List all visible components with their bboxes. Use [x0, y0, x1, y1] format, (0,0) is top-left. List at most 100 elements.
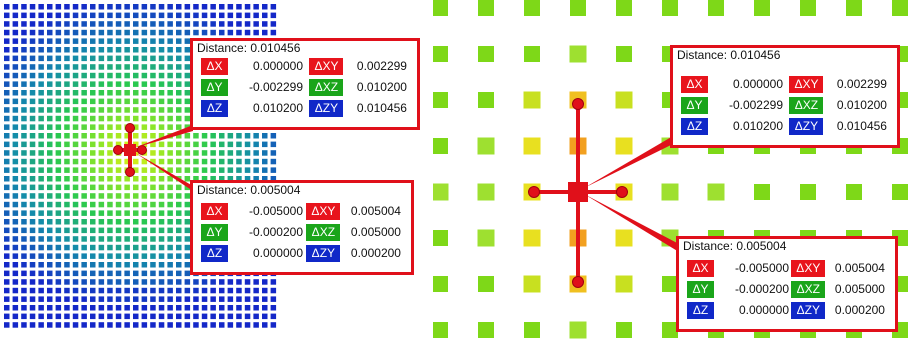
- point: [90, 270, 96, 277]
- point: [124, 227, 130, 234]
- point: [219, 133, 225, 139]
- point: [72, 141, 79, 148]
- point: [81, 150, 87, 156]
- delta-value: 0.005000: [834, 282, 885, 296]
- point: [4, 313, 10, 320]
- right-point-cloud-view[interactable]: Distance: 0.010456 ΔX 0.000000 ΔXY 0.002299…: [433, 0, 908, 339]
- point: [124, 296, 130, 302]
- point: [158, 4, 165, 10]
- point: [72, 133, 79, 139]
- point: [21, 4, 27, 10]
- point: [4, 38, 10, 44]
- point: [90, 29, 96, 36]
- point: [167, 176, 173, 182]
- point: [141, 81, 148, 87]
- point: [90, 322, 96, 328]
- point: [262, 305, 268, 311]
- point: [124, 313, 130, 320]
- marker-handle-right[interactable]: [137, 145, 147, 155]
- point: [12, 21, 19, 27]
- point: [107, 107, 113, 113]
- point: [201, 305, 208, 311]
- marker-handle-left[interactable]: [113, 145, 123, 155]
- point: [21, 21, 27, 27]
- point: [64, 219, 70, 225]
- point: [64, 38, 70, 44]
- point: [167, 124, 173, 130]
- point: [81, 201, 87, 208]
- point: [236, 29, 242, 36]
- point: [21, 47, 27, 53]
- marker-handle-right[interactable]: [616, 186, 628, 198]
- marker-handle-bottom[interactable]: [572, 276, 584, 288]
- distance-info-box-bottom: Distance: 0.005004 ΔX -0.005000 ΔXY 0.00500…: [190, 180, 414, 275]
- point: [72, 107, 79, 113]
- point: [47, 72, 53, 79]
- point: [55, 133, 62, 139]
- point: [64, 98, 70, 105]
- point: [4, 167, 10, 173]
- point: [193, 167, 199, 173]
- point: [158, 133, 165, 139]
- point: [219, 322, 225, 328]
- point: [98, 55, 105, 62]
- point: [167, 244, 173, 251]
- point: [81, 305, 87, 311]
- point: [47, 322, 53, 328]
- point: [72, 38, 79, 44]
- point: [141, 115, 148, 122]
- delta-label: ΔZ: [687, 302, 714, 319]
- point: [29, 262, 36, 268]
- point: [21, 270, 27, 277]
- marker-handle-top[interactable]: [572, 98, 584, 110]
- point: [124, 90, 130, 96]
- point: [107, 12, 113, 19]
- point: [29, 90, 36, 96]
- delta-value: 0.005004: [350, 204, 401, 218]
- point: [81, 29, 87, 36]
- point: [98, 124, 105, 130]
- point: [38, 253, 44, 259]
- point: [38, 322, 44, 328]
- point: [158, 72, 165, 79]
- delta-label: ΔXZ: [306, 224, 341, 241]
- point: [107, 38, 113, 44]
- delta-label: ΔZ: [201, 100, 228, 117]
- point: [115, 279, 122, 285]
- point: [55, 193, 62, 199]
- marker-handle-bottom[interactable]: [125, 167, 135, 177]
- point: [236, 296, 242, 302]
- point: [72, 29, 79, 36]
- marker-handle-left[interactable]: [528, 186, 540, 198]
- point: [12, 72, 19, 79]
- point: [176, 133, 182, 139]
- point: [150, 12, 156, 19]
- point: [176, 201, 182, 208]
- left-point-cloud-view[interactable]: Distance: 0.010456 ΔX 0.000000 ΔXY 0.002299…: [0, 0, 425, 339]
- point: [55, 124, 62, 130]
- point: [98, 279, 105, 285]
- point: [236, 150, 242, 156]
- point: [210, 313, 216, 320]
- point: [12, 4, 19, 10]
- point: [98, 72, 105, 79]
- point: [133, 4, 139, 10]
- delta-label: ΔY: [681, 97, 708, 114]
- point: [115, 107, 122, 113]
- point: [201, 12, 208, 19]
- point: [21, 133, 27, 139]
- point: [150, 38, 156, 44]
- marker-handle-top[interactable]: [125, 123, 135, 133]
- point: [98, 141, 105, 148]
- point: [12, 55, 19, 62]
- point: [236, 21, 242, 27]
- point: [193, 287, 199, 294]
- point: [4, 201, 10, 208]
- point: [158, 262, 165, 268]
- point: [244, 133, 251, 139]
- point: [81, 219, 87, 225]
- point: [150, 90, 156, 96]
- point: [124, 270, 130, 277]
- point: [227, 150, 234, 156]
- point: [90, 133, 96, 139]
